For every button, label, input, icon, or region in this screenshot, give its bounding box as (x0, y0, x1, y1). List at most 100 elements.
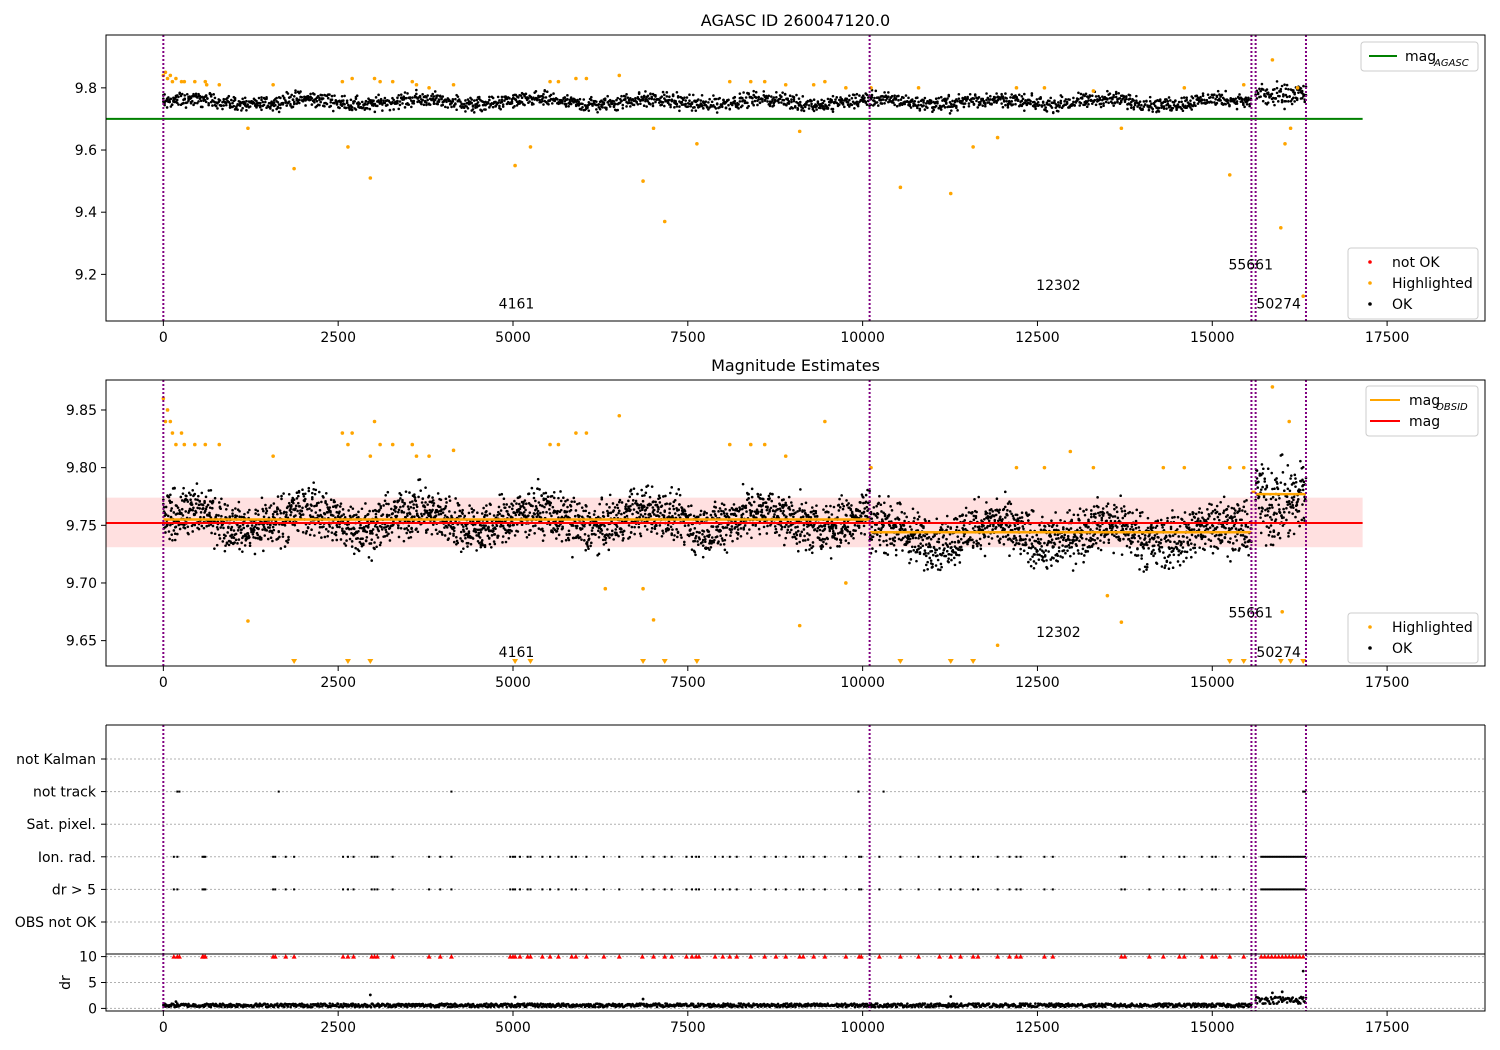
ok-point (622, 529, 626, 533)
ok-point (538, 503, 542, 507)
ok-point (381, 109, 384, 112)
ok-point (806, 99, 810, 103)
ok-point (366, 524, 370, 528)
ok-point (803, 105, 807, 109)
ok-point (271, 539, 274, 543)
ok-point (913, 99, 917, 103)
ok-point (1029, 102, 1032, 106)
ok-point (802, 109, 806, 113)
ok-point (1135, 94, 1138, 98)
ok-point (557, 496, 560, 500)
ok-point (728, 107, 732, 111)
ok-point (883, 501, 886, 505)
ok-point (734, 514, 738, 518)
ok-point (406, 512, 409, 515)
ok-point (534, 524, 537, 527)
ok-point (597, 515, 600, 519)
ok-point (861, 94, 865, 98)
ok-point (1211, 96, 1215, 99)
ok-point (693, 527, 697, 530)
ok-point (585, 543, 589, 546)
ok-point (889, 505, 892, 508)
ok-point (650, 530, 653, 534)
ok-point (1014, 102, 1017, 106)
ok-point (227, 526, 230, 530)
ok-point (527, 514, 530, 517)
ok-point (977, 96, 981, 99)
ok-point (1282, 94, 1285, 98)
ok-point (810, 99, 813, 103)
ok-point (1049, 96, 1053, 100)
ok-point (174, 525, 178, 529)
ok-point (609, 511, 613, 515)
ok-point (1266, 92, 1270, 96)
highlighted-point (372, 76, 377, 81)
ok-point (296, 509, 299, 513)
ok-point (608, 493, 612, 497)
ok-point (193, 523, 197, 527)
ok-point (894, 517, 897, 521)
ok-point (660, 95, 664, 98)
ok-point (774, 527, 778, 531)
ok-point (692, 531, 695, 535)
ok-point (412, 506, 415, 510)
ok-point (1088, 95, 1092, 98)
ok-point (869, 533, 872, 537)
ok-point (364, 502, 367, 505)
ok-point (693, 106, 696, 109)
ok-point (773, 525, 777, 528)
ok-point (348, 527, 351, 531)
ok-point (616, 108, 620, 112)
ok-point (173, 487, 176, 490)
ok-point (413, 493, 416, 496)
ok-point (719, 529, 722, 533)
highlighted-point (368, 176, 373, 180)
ok-point (261, 507, 264, 511)
ok-point (853, 523, 857, 527)
ok-point (341, 527, 344, 531)
ok-point (1274, 97, 1278, 100)
ok-point (1259, 95, 1262, 98)
ok-point (636, 103, 640, 106)
ok-point (800, 502, 804, 506)
ok-point (631, 512, 634, 516)
ok-point (795, 542, 799, 545)
ok-point (790, 501, 793, 504)
ok-point (659, 511, 662, 515)
ok-point (625, 105, 628, 108)
highlighted-point (641, 179, 645, 183)
ok-point (562, 503, 566, 506)
ok-point (678, 109, 681, 113)
ok-point (382, 504, 385, 507)
ok-point (262, 549, 265, 553)
ok-point (532, 496, 536, 500)
ok-point (460, 102, 463, 105)
ok-point (445, 526, 449, 529)
ok-point (768, 103, 772, 106)
ok-point (459, 550, 463, 554)
ok-point (638, 515, 641, 519)
ok-point (732, 503, 736, 506)
ok-point (187, 491, 191, 495)
ok-point (217, 533, 221, 537)
ok-point (491, 96, 495, 100)
highlighted-point (617, 73, 622, 78)
ok-point (390, 507, 393, 511)
ok-point (555, 524, 559, 528)
ok-point (760, 508, 764, 512)
ok-point (286, 541, 290, 544)
ok-point (834, 526, 838, 530)
highlighted-point (168, 73, 173, 78)
ok-point (792, 99, 796, 103)
ok-point (917, 103, 920, 107)
ok-point (1209, 96, 1212, 99)
ok-point (1290, 102, 1294, 106)
ok-point (747, 104, 750, 108)
ok-point (254, 512, 257, 515)
ok-point (922, 101, 925, 104)
highlighted-point (179, 79, 184, 84)
ok-point (870, 93, 874, 97)
ok-point (236, 529, 240, 532)
ok-point (331, 526, 334, 530)
ok-point (1116, 100, 1119, 104)
